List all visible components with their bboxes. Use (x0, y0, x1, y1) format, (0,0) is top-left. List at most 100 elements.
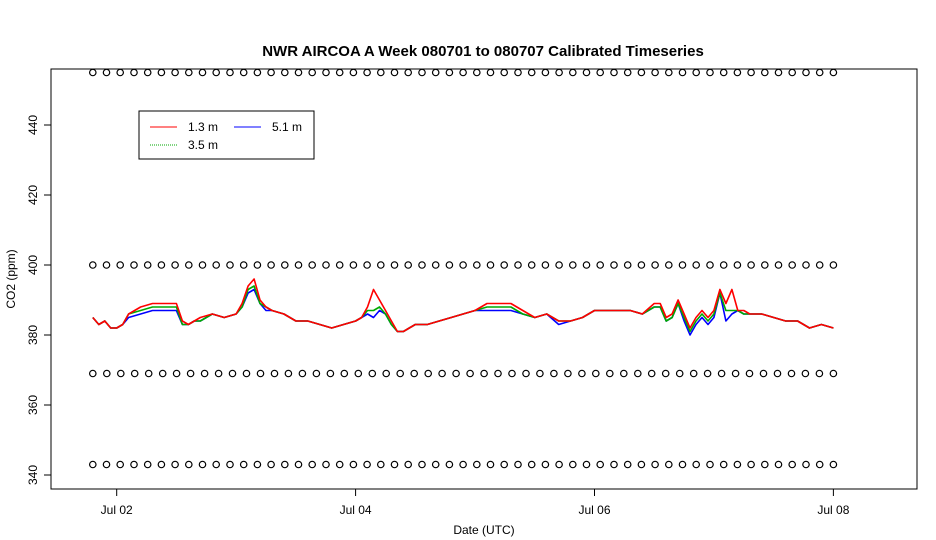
marker-point (692, 261, 701, 269)
marker-point (172, 369, 181, 378)
legend-box (138, 110, 315, 160)
marker-point (116, 68, 125, 77)
marker-point (486, 68, 495, 77)
marker-point (472, 261, 481, 269)
marker-point (815, 261, 824, 269)
marker-point (312, 369, 321, 378)
legend-label-3-5m: 3.5 m (188, 138, 218, 152)
marker-point (390, 68, 399, 77)
marker-point (116, 460, 125, 469)
marker-point (253, 460, 262, 469)
marker-point (226, 460, 234, 469)
marker-point (692, 68, 701, 77)
marker-point (171, 68, 179, 77)
marker-point (185, 460, 193, 469)
marker-point (582, 68, 591, 77)
marker-point (382, 369, 391, 378)
marker-point (689, 369, 698, 378)
marker-point (102, 68, 111, 77)
marker-point (733, 261, 742, 269)
marker-point (340, 369, 349, 378)
marker-point (610, 68, 618, 77)
marker-point (157, 261, 166, 269)
marker-point (623, 460, 632, 469)
marker-point (555, 261, 563, 269)
marker-rows (89, 68, 838, 469)
marker-point (157, 460, 166, 469)
marker-point (582, 460, 591, 469)
marker-point (376, 460, 385, 469)
marker-point (637, 261, 646, 269)
marker-point (102, 261, 111, 269)
y-tick-label: 360 (26, 395, 40, 415)
marker-point (564, 369, 572, 378)
plot-area-frame (50, 68, 918, 490)
marker-point (815, 68, 824, 77)
marker-point (788, 261, 797, 269)
marker-point (445, 68, 454, 77)
marker-point (431, 261, 440, 269)
marker-point (349, 261, 358, 269)
marker-point (664, 460, 673, 469)
y-axis: 340 360 380 400 420 440 (26, 115, 51, 485)
marker-point (404, 68, 413, 77)
marker-point (610, 261, 618, 269)
marker-point (788, 460, 797, 469)
marker-point (214, 369, 223, 378)
marker-point (829, 261, 838, 269)
marker-point (226, 68, 234, 77)
marker-point (472, 460, 481, 469)
marker-point (651, 68, 659, 77)
marker-point (675, 369, 684, 378)
x-tick-label: Jul 08 (817, 503, 849, 517)
marker-point (664, 261, 673, 269)
marker-point (774, 261, 783, 269)
marker-point (596, 460, 605, 469)
marker-point (703, 369, 712, 378)
marker-point (459, 261, 467, 269)
marker-point (418, 68, 426, 77)
marker-point (829, 68, 838, 77)
marker-point (815, 369, 824, 378)
marker-point (774, 460, 783, 469)
marker-point (89, 460, 97, 469)
marker-point (760, 68, 769, 77)
marker-point (226, 261, 234, 269)
marker-point (678, 68, 687, 77)
x-tick-label: Jul 02 (101, 503, 133, 517)
marker-point (390, 460, 399, 469)
marker-point (568, 261, 577, 269)
legend: 1.3 m 3.5 m 5.1 m (138, 110, 315, 160)
marker-point (431, 460, 440, 469)
marker-point (555, 68, 563, 77)
x-tick-label: Jul 04 (340, 503, 372, 517)
marker-point (514, 261, 522, 269)
marker-point (452, 369, 460, 378)
marker-point (308, 460, 317, 469)
marker-point (438, 369, 446, 378)
marker-point (267, 68, 275, 77)
marker-point (541, 261, 550, 269)
marker-point (267, 460, 275, 469)
marker-point (466, 369, 474, 378)
marker-point (185, 68, 193, 77)
marker-point (661, 369, 670, 378)
marker-point (596, 261, 605, 269)
marker-point (326, 369, 335, 378)
y-tick-label: 340 (26, 465, 40, 485)
marker-point (459, 460, 467, 469)
marker-point (647, 369, 656, 378)
marker-point (486, 261, 495, 269)
marker-point (747, 68, 755, 77)
marker-point (130, 369, 139, 378)
series-line-3-5-m (92, 285, 834, 333)
marker-point (404, 460, 413, 469)
marker-point (158, 369, 167, 378)
marker-point (198, 460, 207, 469)
marker-point (102, 460, 111, 469)
marker-point (212, 460, 221, 469)
marker-point (623, 68, 632, 77)
marker-point (472, 68, 481, 77)
marker-point (747, 460, 755, 469)
